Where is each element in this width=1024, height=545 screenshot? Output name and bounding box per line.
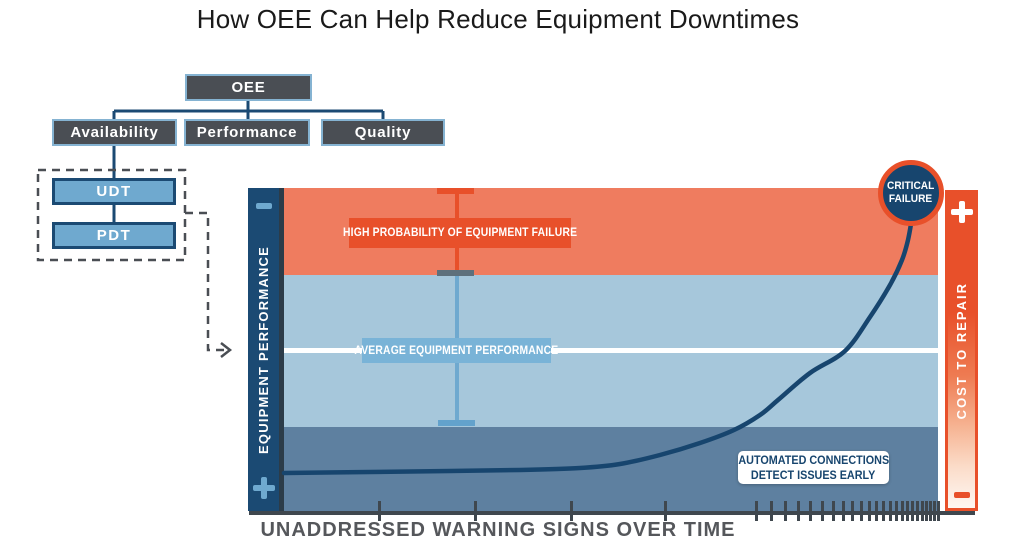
udt-label: UDT: [96, 183, 132, 200]
axis-tick: [755, 501, 758, 521]
oee-label: OEE: [231, 79, 266, 96]
axis-tick: [784, 501, 787, 521]
arrow-head-icon: [220, 342, 233, 358]
axis-tick: [929, 501, 932, 521]
automated-connections-callout: AUTOMATED CONNECTIONS DETECT ISSUES EARL…: [738, 451, 889, 484]
axis-tick: [937, 501, 940, 521]
axis-tick: [925, 501, 928, 521]
failure-range-top-cap: [437, 188, 474, 194]
availability-label: Availability: [70, 124, 159, 141]
axis-tick: [889, 501, 892, 521]
axis-tick: [911, 501, 914, 521]
axis-tick: [882, 501, 885, 521]
availability-node: Availability: [52, 119, 177, 146]
axis-tick: [378, 501, 381, 521]
equipment-performance-label: EQUIPMENT PERFORMANCE: [256, 245, 271, 454]
axis-tick: [821, 501, 824, 521]
quality-node: Quality: [321, 119, 445, 146]
axis-tick: [570, 501, 573, 521]
plus-icon: [951, 201, 973, 223]
axis-tick: [875, 501, 878, 521]
high-probability-label-box: HIGH PROBABILITY OF EQUIPMENT FAILURE: [343, 218, 577, 248]
plus-icon: [253, 477, 275, 499]
pdt-node: PDT: [52, 222, 176, 249]
axis-tick: [933, 501, 936, 521]
pdt-label: PDT: [96, 227, 132, 244]
average-performance-label: AVERAGE EQUIPMENT PERFORMANCE: [354, 344, 559, 357]
average-performance-label-box: AVERAGE EQUIPMENT PERFORMANCE: [355, 338, 558, 363]
performance-label: Performance: [196, 124, 298, 141]
axis-tick: [474, 501, 477, 521]
axis-tick: [921, 501, 924, 521]
dashed-arrow-line: [185, 211, 227, 352]
oee-node: OEE: [185, 74, 312, 101]
critical-badge-line1: CRITICAL: [887, 180, 935, 193]
axis-tick: [664, 501, 667, 521]
page-title: How OEE Can Help Reduce Equipment Downti…: [196, 4, 800, 34]
equipment-performance-axis: EQUIPMENT PERFORMANCE: [248, 188, 284, 511]
axis-tick: [809, 501, 812, 521]
axis-tick: [901, 501, 904, 521]
minus-icon: [954, 492, 970, 498]
axis-tick: [770, 501, 773, 521]
critical-failure-badge: CRITICAL FAILURE: [878, 160, 944, 226]
axis-tick: [860, 501, 863, 521]
high-probability-label: HIGH PROBABILITY OF EQUIPMENT FAILURE: [342, 227, 578, 239]
minus-icon: [256, 203, 272, 209]
x-axis-label: UNADDRESSED WARNING SIGNS OVER TIME: [260, 519, 736, 541]
axis-tick: [797, 501, 800, 521]
critical-badge-line2: FAILURE: [889, 193, 933, 205]
x-axis-line: [249, 511, 975, 515]
automated-callout-line2: DETECT ISSUES EARLY: [751, 467, 876, 482]
axis-tick: [868, 501, 871, 521]
axis-tick: [895, 501, 898, 521]
performance-node: Performance: [184, 119, 310, 146]
axis-tick: [906, 501, 909, 521]
axis-tick: [916, 501, 919, 521]
cost-to-repair-axis: COST TO REPAIR: [945, 190, 978, 511]
udt-node: UDT: [52, 178, 176, 205]
automated-callout-line1: AUTOMATED CONNECTIONS: [738, 452, 889, 467]
average-range-bottom-cap: [438, 420, 475, 426]
cost-to-repair-label: COST TO REPAIR: [954, 281, 969, 420]
axis-tick: [842, 501, 845, 521]
axis-tick: [851, 501, 854, 521]
axis-tick: [832, 501, 835, 521]
quality-label: Quality: [354, 124, 412, 141]
